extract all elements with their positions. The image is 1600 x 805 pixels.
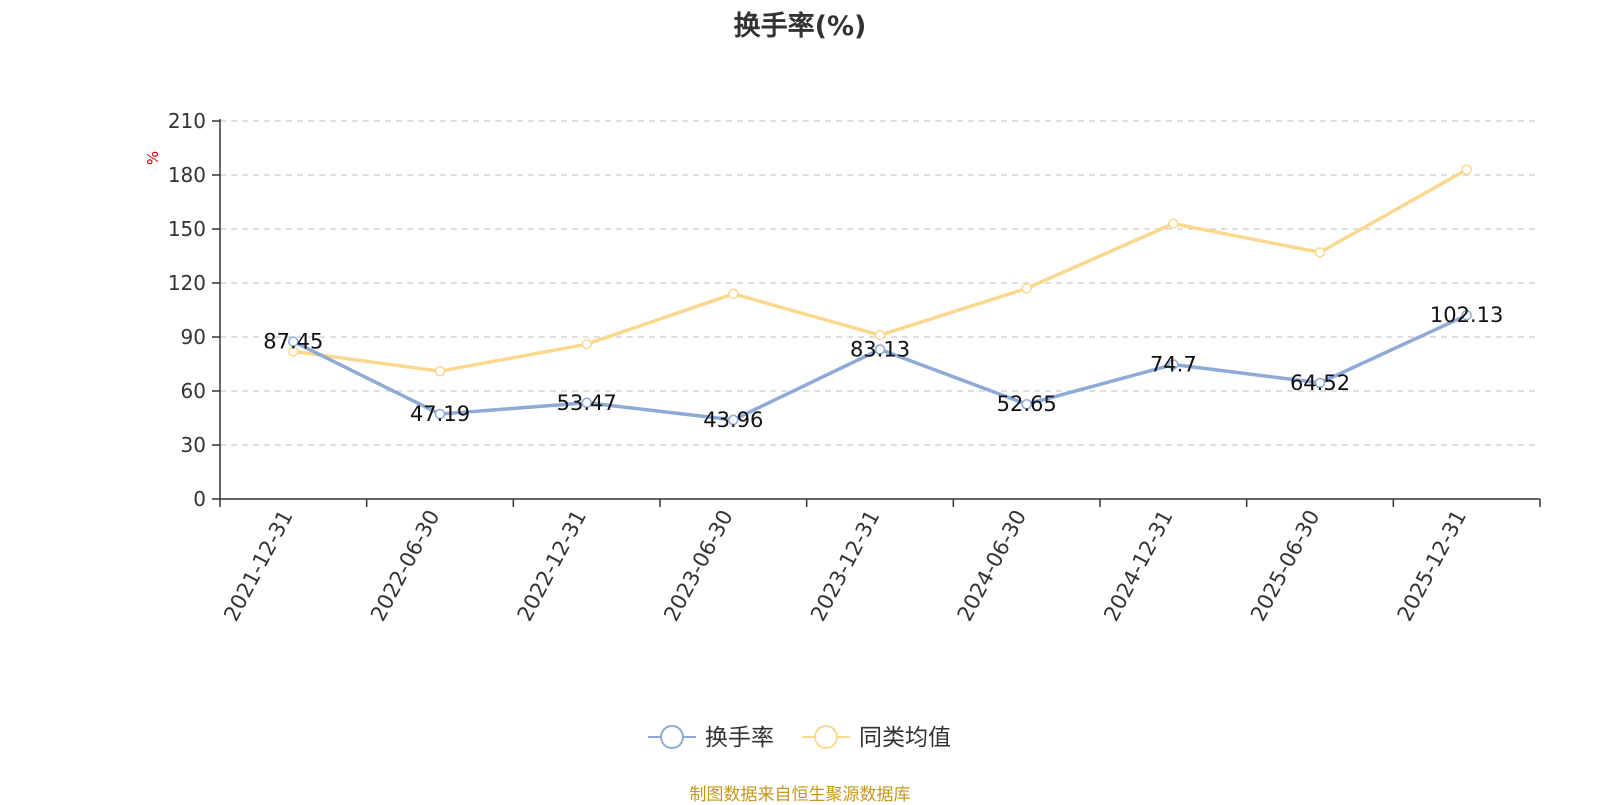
legend-marker-1 [660, 725, 684, 749]
y-tick-label: 0 [193, 487, 206, 511]
x-tick-label: 2024-12-31 [1099, 506, 1177, 625]
series-1-point [728, 414, 739, 426]
series-1-point [1021, 398, 1032, 410]
chart-title: 换手率(%) [733, 11, 867, 42]
x-tick-label: 2024-06-30 [953, 506, 1031, 625]
series-1-point [288, 336, 299, 347]
series-2-point [1461, 164, 1472, 175]
x-tick-label: 2023-06-30 [659, 506, 737, 625]
series-2-point [1314, 247, 1326, 258]
y-tick-label: 120 [168, 271, 206, 295]
y-tick-label: 150 [168, 217, 206, 241]
series-2-point [434, 365, 446, 377]
series-2-point [874, 329, 886, 341]
series-2-point [581, 338, 592, 350]
series-1-point [874, 344, 886, 355]
y-tick-label: 30 [181, 433, 206, 457]
legend-label-2: 同类均值 [859, 725, 951, 751]
x-tick-label: 2025-12-31 [1393, 506, 1471, 625]
legend-marker-2 [814, 725, 838, 749]
series-1-point [1461, 309, 1472, 321]
legend-label-1: 换手率 [705, 725, 774, 751]
y-tick-label: 210 [168, 109, 206, 133]
series-1-point [1314, 377, 1326, 389]
data-label: 74.7 [1150, 353, 1197, 377]
x-tick-label: 2022-12-31 [513, 506, 591, 625]
data-label: 64.52 [1290, 371, 1350, 395]
x-tick-label: 2021-12-31 [219, 506, 297, 625]
data-label: 87.45 [263, 330, 323, 354]
y-tick-label: 180 [168, 163, 206, 187]
series-2-point [288, 346, 299, 357]
y-tick-label: 90 [181, 325, 206, 349]
series-2-point [1168, 218, 1179, 229]
y-tick-label: 60 [181, 379, 206, 403]
x-tick-label: 2023-12-31 [806, 506, 884, 625]
series-1-point [434, 408, 446, 420]
data-label: 53.47 [557, 391, 617, 415]
series-2-point [728, 288, 739, 300]
data-label: 47.19 [410, 402, 470, 426]
data-label: 102.13 [1430, 303, 1503, 327]
data-label: 83.13 [850, 337, 910, 361]
y-axis-label: % [144, 151, 162, 165]
x-tick-label: 2025-06-30 [1246, 506, 1324, 625]
series-1-point [1168, 359, 1179, 370]
source-note: 制图数据来自恒生聚源数据库 [689, 785, 911, 805]
series-2-point [1021, 283, 1032, 294]
data-label: 52.65 [997, 392, 1057, 416]
series-1-point [581, 397, 592, 409]
data-label: 43.96 [703, 408, 763, 432]
x-tick-label: 2022-06-30 [366, 506, 444, 625]
